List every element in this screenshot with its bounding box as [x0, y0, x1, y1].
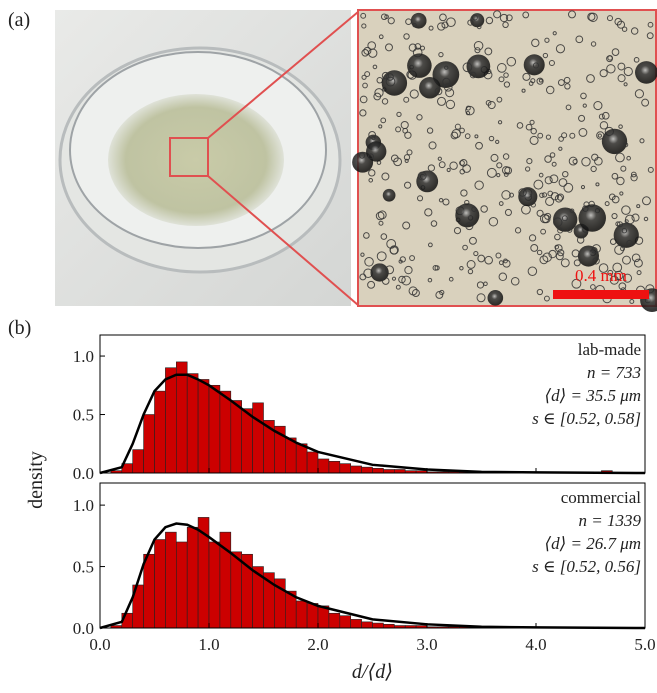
y-tick-label: 1.0	[73, 496, 94, 515]
bar	[318, 459, 329, 473]
bar	[231, 400, 242, 473]
x-tick-label: 1.0	[198, 635, 219, 654]
x-tick-label: 3.0	[416, 635, 437, 654]
bar	[362, 622, 373, 628]
bar	[329, 461, 340, 473]
bubble	[579, 204, 606, 231]
bar	[340, 616, 351, 628]
bar	[198, 379, 209, 473]
bar	[373, 468, 384, 473]
scale-label: 0.4 mm	[575, 266, 627, 285]
annotation: ⟨d⟩ = 35.5 μm	[544, 386, 641, 405]
bar	[351, 466, 362, 473]
bar	[373, 623, 384, 628]
bar	[176, 542, 187, 628]
bar	[340, 464, 351, 473]
bubble	[407, 53, 432, 78]
y-axis-label: density	[25, 451, 47, 509]
bubble	[383, 189, 396, 202]
bar	[176, 362, 187, 473]
bar	[155, 540, 166, 628]
bar	[231, 552, 242, 628]
bar	[187, 374, 198, 473]
bar	[165, 532, 176, 628]
bar	[253, 403, 264, 473]
bar	[351, 619, 362, 628]
bar	[155, 391, 166, 473]
annotation: n = 733	[587, 363, 641, 382]
bar	[165, 368, 176, 473]
x-axis-label: d/⟨d⟩	[352, 661, 393, 683]
bar	[209, 385, 220, 473]
bubble	[614, 223, 639, 248]
bar	[383, 624, 394, 628]
bar	[307, 603, 318, 628]
y-tick-label: 1.0	[73, 347, 94, 366]
bubble	[416, 170, 438, 192]
annotation: commercial	[561, 488, 642, 507]
x-tick-label: 4.0	[525, 635, 546, 654]
bar	[296, 601, 307, 628]
x-tick-label: 2.0	[307, 635, 328, 654]
bar	[220, 391, 231, 473]
figure: (a) 0.4 mm (b) 0.0 0.5 1.0 lab-made n = 733 ⟨…	[0, 0, 657, 688]
bubble	[635, 61, 657, 84]
bar	[394, 469, 405, 473]
bar	[242, 409, 253, 473]
bar	[362, 467, 373, 473]
panel-label: (a)	[8, 9, 30, 31]
y-tick-label: 0.0	[73, 464, 94, 483]
y-tick-label: 0.5	[73, 558, 94, 577]
bar	[209, 542, 220, 628]
x-tick-label: 0.0	[89, 635, 110, 654]
bar	[383, 469, 394, 473]
annotation: s ∈ [0.52, 0.56]	[532, 557, 641, 576]
bar	[187, 527, 198, 628]
annotation: ⟨d⟩ = 26.7 μm	[544, 534, 641, 553]
bar	[296, 444, 307, 473]
annotation: s ∈ [0.52, 0.58]	[532, 409, 641, 428]
annotation: lab-made	[578, 340, 641, 359]
annotation: n = 1339	[579, 511, 642, 530]
bar	[329, 613, 340, 628]
scale-bar	[553, 290, 649, 299]
bar	[307, 452, 318, 473]
panel-label: (b)	[8, 317, 31, 339]
bar	[144, 554, 155, 628]
bubble	[602, 129, 627, 154]
bubble	[370, 263, 388, 281]
bar	[285, 438, 296, 473]
bubble	[578, 245, 599, 266]
bubble	[524, 54, 545, 75]
bar	[144, 415, 155, 473]
x-tick-label: 5.0	[634, 635, 655, 654]
bar	[133, 450, 144, 473]
bubble	[488, 290, 504, 306]
y-tick-label: 0.5	[73, 406, 94, 425]
